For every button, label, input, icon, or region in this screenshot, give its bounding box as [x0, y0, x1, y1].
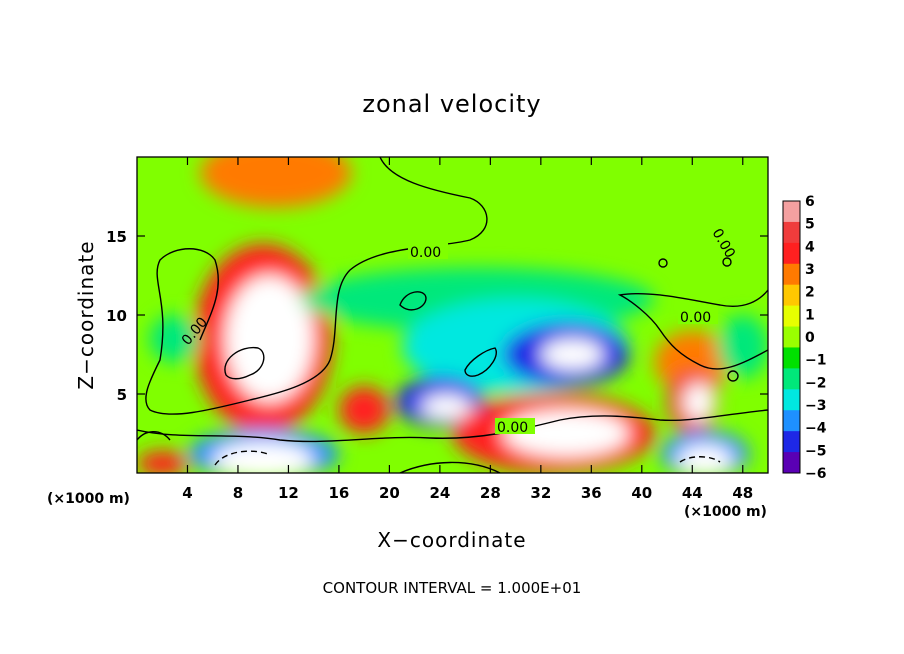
- y-axis: 5 10 15: [106, 228, 768, 404]
- colorbar-tick-label: −4: [805, 421, 827, 437]
- velocity-region: [338, 386, 390, 434]
- contour-label: 0.00: [410, 245, 441, 261]
- velocity-field: [137, 157, 768, 473]
- colorbar-tick-label: 5: [805, 217, 815, 233]
- colorbar-tick-label: 3: [805, 262, 815, 278]
- colorbar-tick-label: −2: [805, 375, 826, 391]
- x-tick-label: 24: [429, 484, 450, 502]
- colorbar-swatch: [783, 431, 800, 453]
- velocity-region: [683, 382, 714, 421]
- colorbar-swatch: [783, 389, 800, 411]
- contour-loop-green: [464, 347, 497, 377]
- colorbar-frame: [782, 200, 801, 474]
- x-axis: 4 8 12 16 20 24 28 32 36 40 44 48: [182, 157, 753, 502]
- contour-line-lower-left: [137, 431, 171, 441]
- colorbar-tick-label: 2: [805, 285, 815, 301]
- x-tick-label: 8: [233, 484, 243, 502]
- x-tick-label: 4: [182, 484, 192, 502]
- contour-lines: [137, 157, 768, 473]
- velocity-region: [420, 394, 472, 420]
- colorbar-swatch: [783, 452, 800, 474]
- colorbar-swatch: [783, 305, 800, 328]
- x-tick-label: 36: [581, 484, 602, 502]
- velocity-region: [225, 275, 314, 402]
- colorbar-tick-label: 4: [805, 239, 815, 255]
- colorbar-swatch: [783, 410, 800, 432]
- x-tick-label: 12: [278, 484, 299, 502]
- colorbar-tick-label: 1: [805, 307, 815, 323]
- contour-loop-dot-3: [727, 370, 739, 382]
- colorbar-swatch: [783, 263, 800, 286]
- contour-loop-left: [224, 346, 265, 380]
- contour-interval-footer: CONTOUR INTERVAL = 1.000E+01: [323, 579, 582, 597]
- colorbar-tick-label: −5: [805, 443, 826, 459]
- velocity-region: [540, 338, 604, 371]
- contour-line-dashed-right: [679, 456, 721, 463]
- y-tick-label: 10: [106, 307, 127, 325]
- colorbar-tick-label: −3: [805, 398, 826, 414]
- contour-line-top: [145, 157, 488, 415]
- x-tick-label: 40: [631, 484, 652, 502]
- contour-loop-dot-1: [658, 258, 668, 268]
- x-tick-label: 16: [328, 484, 349, 502]
- chart-title: zonal velocity: [362, 90, 541, 118]
- y-axis-title: Z−coordinate: [74, 240, 98, 389]
- colorbar: 6 5 4 3 2 1 0 −1 −2 −3 −4 −5 −6: [782, 194, 827, 482]
- contour-line-right: [617, 289, 768, 370]
- colorbar-swatch: [783, 242, 800, 265]
- contour-label: 0.00: [680, 310, 711, 326]
- x-tick-label: 28: [480, 484, 501, 502]
- y-tick-label: 5: [117, 386, 127, 404]
- contour-line-dashed-left: [214, 450, 271, 466]
- colorbar-swatch: [783, 347, 800, 369]
- colorbar-swatch: [783, 284, 800, 307]
- y-tick-label: 15: [106, 228, 127, 246]
- colorbar-swatch: [783, 326, 800, 348]
- x-axis-title: X−coordinate: [377, 528, 526, 552]
- colorbar-tick-label: 6: [805, 194, 815, 210]
- contour-loop-dot-2: [722, 257, 732, 267]
- velocity-region: [677, 444, 733, 473]
- contour-loop-small: [399, 291, 427, 311]
- x-tick-label: 48: [732, 484, 753, 502]
- colorbar-tick-label: −6: [805, 466, 826, 482]
- contour-line-mid: [137, 409, 768, 443]
- x-unit-label-left: (×1000 m): [47, 491, 130, 507]
- colorbar-tick-label: −1: [805, 353, 826, 369]
- velocity-region: [200, 157, 352, 208]
- colorbar-swatch: [783, 368, 800, 390]
- x-tick-label: 44: [682, 484, 703, 502]
- velocity-region: [717, 315, 768, 379]
- colorbar-tick-label: 0: [805, 330, 815, 346]
- x-unit-label-right: (×1000 m): [684, 504, 767, 520]
- colorbar-swatch: [783, 221, 800, 244]
- x-tick-label: 32: [530, 484, 551, 502]
- contour-label: 0.00: [497, 420, 528, 436]
- x-tick-label: 20: [379, 484, 400, 502]
- colorbar-swatch: [783, 201, 800, 223]
- velocity-region: [137, 450, 188, 473]
